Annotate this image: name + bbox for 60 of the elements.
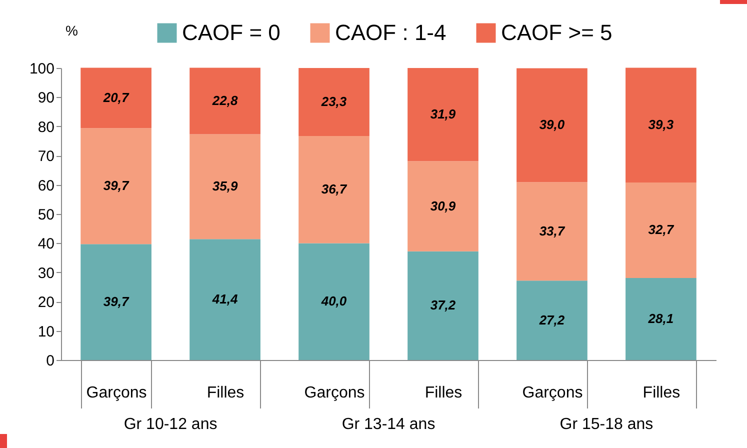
y-tick-label: 20 — [38, 294, 54, 312]
data-label: 35,9 — [212, 178, 238, 194]
data-label: 39,0 — [539, 117, 566, 132]
y-tick-label: 0 — [46, 352, 54, 370]
bar — [190, 239, 260, 360]
bar — [80, 244, 152, 360]
x-tick-label: Garçons — [522, 384, 583, 402]
bar — [408, 68, 478, 162]
data-label: 22,8 — [211, 92, 238, 108]
bar — [80, 128, 152, 244]
y-axis-title: % — [66, 22, 78, 38]
bar — [80, 68, 152, 128]
text: Gr 15-18 ans — [560, 416, 654, 433]
data-label: 31,9 — [430, 106, 456, 122]
y-tick-label: 60 — [38, 177, 54, 194]
bar — [190, 68, 260, 134]
bar — [516, 182, 588, 281]
data-label: 39,3 — [648, 117, 674, 132]
y-tick-label: 70 — [38, 148, 54, 166]
data-label: 36,7 — [321, 182, 348, 197]
legend-label: CAOF = 0 — [182, 20, 280, 45]
data-label: 37,2 — [430, 298, 456, 313]
x-tick-label: Filles — [206, 384, 244, 402]
data-label: 39,7 — [103, 294, 130, 310]
text: Gr 10-12 ans — [124, 416, 218, 433]
x-tick-label: Garçons — [304, 384, 365, 402]
data-label: 28,1 — [647, 310, 674, 326]
legend-label: CAOF : 1-4 — [335, 20, 446, 45]
bar — [516, 68, 588, 182]
data-label: 30,9 — [430, 198, 456, 214]
y-tick-label: 30 — [38, 264, 54, 282]
y-tick-label: 50 — [38, 206, 54, 224]
legend-label: CAOF >= 5 — [501, 20, 612, 45]
y-tick-label: 80 — [38, 118, 54, 136]
y-tick-label: 10 — [38, 323, 54, 340]
data-label: 23,3 — [320, 94, 348, 110]
bar — [626, 182, 696, 278]
x-tick-label: Filles — [642, 384, 680, 402]
bar — [298, 136, 370, 244]
x-tick-label: Filles — [424, 384, 462, 402]
y-tick-label: 90 — [38, 90, 54, 107]
data-label: 40,0 — [320, 294, 348, 309]
text: Gr 13-14 ans — [342, 416, 436, 433]
y-tick-label: 100 — [29, 60, 54, 78]
bar — [298, 243, 370, 360]
bar — [408, 251, 478, 360]
y-tick-label: 40 — [38, 236, 54, 253]
bar — [190, 134, 260, 240]
bar — [298, 68, 370, 136]
bar — [626, 278, 696, 360]
data-label: 41,4 — [211, 292, 238, 307]
data-label: 20,7 — [102, 90, 130, 105]
data-label: 33,7 — [539, 223, 566, 238]
bar — [626, 68, 696, 182]
data-label: 39,7 — [103, 178, 130, 194]
x-tick-label: Garçons — [86, 384, 147, 402]
data-label: 32,7 — [648, 222, 674, 238]
bar — [516, 280, 588, 360]
data-label: 27,2 — [538, 312, 566, 328]
bar — [408, 161, 478, 252]
